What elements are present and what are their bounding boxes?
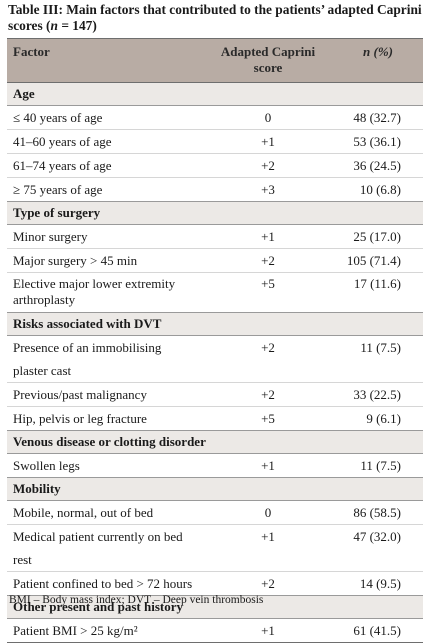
- n-pct-cell: 48 (32.7): [353, 110, 401, 125]
- table-row: Patient BMI > 25 kg/m² +1 61 (41.5): [7, 618, 423, 643]
- n-pct-cell: 11 (7.5): [360, 340, 401, 355]
- score-cell: 0: [264, 505, 272, 520]
- section-title: Age: [7, 82, 423, 106]
- factor-cell: Minor surgery: [13, 229, 88, 244]
- n-pct-cell: 53 (36.1): [333, 129, 423, 154]
- n-pct-cell: 14 (9.5): [333, 571, 423, 596]
- n-pct-cell: 17 (11.6): [333, 272, 423, 313]
- score-cell: 0: [264, 110, 272, 125]
- section-title: Venous disease or clotting disorder: [7, 430, 423, 454]
- score-cell: +2: [203, 153, 333, 178]
- factor-cell: 41–60 years of age: [7, 129, 203, 154]
- table-row: Swollen legs +1 11 (7.5): [7, 454, 423, 478]
- n-pct-cell: 10 (6.8): [333, 177, 423, 202]
- score-cell: +5: [203, 272, 333, 313]
- factor-cell: Swollen legs: [13, 458, 80, 473]
- caprini-table: Factor Adapted Caprini score n (%) Age ≤ …: [7, 38, 423, 643]
- factor-cell: Patient BMI > 25 kg/m²: [7, 618, 203, 643]
- n-pct-cell: 86 (58.5): [353, 505, 401, 520]
- section-header-row: Age: [7, 82, 423, 106]
- score-cell: +1: [261, 229, 275, 244]
- factor-cell: Hip, pelvis or leg fracture: [7, 406, 203, 431]
- score-cell: +5: [203, 406, 333, 431]
- n-pct-cell: 105 (71.4): [333, 248, 423, 273]
- n-pct-cell: 36 (24.5): [333, 153, 423, 178]
- table-row: Elective major lower extremity arthropla…: [7, 272, 423, 313]
- table-row: Patient confined to bed > 72 hours +2 14 (…: [7, 571, 423, 596]
- factor-cell: Medical patient currently on bed rest: [7, 524, 203, 572]
- caption-n-label: n: [50, 17, 58, 33]
- header-factor: Factor: [7, 38, 203, 83]
- n-pct-cell: 9 (6.1): [333, 406, 423, 431]
- n-pct-cell: 25 (17.0): [353, 229, 401, 244]
- score-cell: +1: [203, 129, 333, 154]
- table-header-row: Factor Adapted Caprini score n (%): [7, 38, 423, 83]
- caption-rest: = 147): [57, 17, 97, 33]
- score-cell: +2: [203, 382, 333, 407]
- table-row: 61–74 years of age +2 36 (24.5): [7, 153, 423, 178]
- table-row: Hip, pelvis or leg fracture +5 9 (6.1): [7, 406, 423, 431]
- table-row: Mobile, normal, out of bed 0 86 (58.5): [7, 501, 423, 525]
- section-header-row: Venous disease or clotting disorder: [7, 430, 423, 454]
- table-row: 41–60 years of age +1 53 (36.1): [7, 129, 423, 154]
- table-row: Presence of an immobilising plaster cast…: [7, 336, 423, 383]
- factor-cell: ≤ 40 years of age: [13, 110, 103, 125]
- factor-cell: Patient confined to bed > 72 hours: [7, 571, 203, 596]
- table-row: Medical patient currently on bed rest +1 4…: [7, 524, 423, 572]
- section-title: Risks associated with DVT: [7, 312, 423, 336]
- section-header-row: Risks associated with DVT: [7, 312, 423, 336]
- header-score: Adapted Caprini score: [203, 38, 333, 83]
- factor-cell: 61–74 years of age: [7, 153, 203, 178]
- score-cell: +2: [203, 248, 333, 273]
- factor-cell: Mobile, normal, out of bed: [13, 505, 154, 520]
- score-cell: +1: [203, 524, 333, 572]
- document-page: Table III: Main factors that contributed…: [7, 2, 423, 643]
- factor-cell: ≥ 75 years of age: [7, 177, 203, 202]
- caption-text: Table III: Main factors that contributed…: [8, 2, 422, 33]
- factor-cell: Elective major lower extremity arthropla…: [7, 272, 203, 313]
- table-row: Major surgery > 45 min +2 105 (71.4): [7, 248, 423, 273]
- score-cell: +1: [203, 618, 333, 643]
- n-pct-cell: 47 (32.0): [333, 524, 423, 572]
- factor-cell: Previous/past malignancy: [7, 382, 203, 407]
- factor-cell: Major surgery > 45 min: [7, 248, 203, 273]
- n-pct-cell: 11 (7.5): [360, 458, 401, 473]
- factor-cell: Presence of an immobilising plaster cast: [13, 340, 162, 378]
- score-cell: +3: [203, 177, 333, 202]
- score-cell: +1: [261, 458, 275, 473]
- table-body: Age ≤ 40 years of age 0 48 (32.7) 41–60 year…: [7, 82, 423, 643]
- table-row: ≥ 75 years of age +3 10 (6.8): [7, 177, 423, 202]
- table-row: Minor surgery +1 25 (17.0): [7, 225, 423, 249]
- section-title: Type of surgery: [7, 201, 423, 225]
- table-footnote: BMI – Body mass index; DVT – Deep vein t…: [9, 594, 264, 606]
- n-pct-cell: 61 (41.5): [333, 618, 423, 643]
- section-title: Mobility: [7, 477, 423, 501]
- header-n-pct: n (%): [333, 38, 423, 83]
- table-row: ≤ 40 years of age 0 48 (32.7): [7, 106, 423, 130]
- score-cell: +2: [261, 340, 275, 355]
- n-pct-cell: 33 (22.5): [333, 382, 423, 407]
- table-row: Previous/past malignancy +2 33 (22.5): [7, 382, 423, 407]
- table-caption: Table III: Main factors that contributed…: [8, 2, 422, 33]
- score-cell: +2: [203, 571, 333, 596]
- section-header-row: Mobility: [7, 477, 423, 501]
- section-header-row: Type of surgery: [7, 201, 423, 225]
